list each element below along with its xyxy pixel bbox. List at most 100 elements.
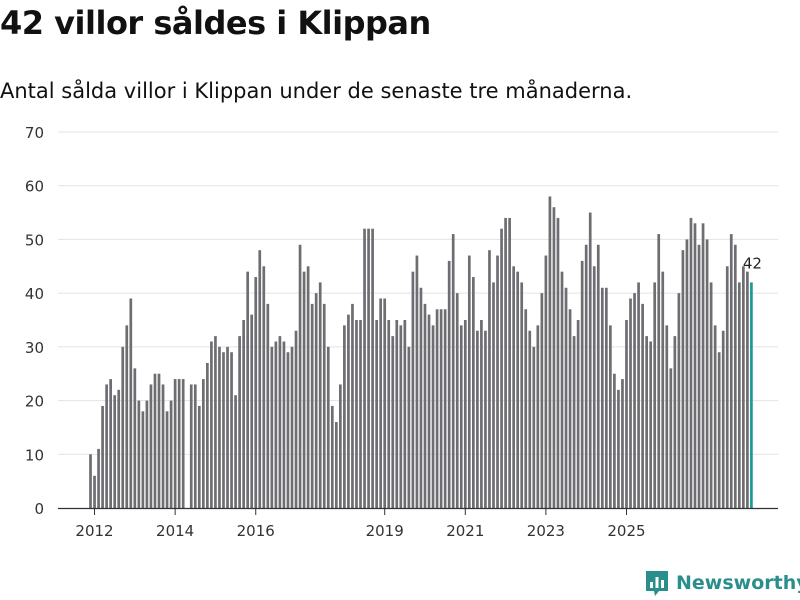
bar [214, 336, 217, 508]
bar [673, 336, 677, 508]
bar [439, 309, 443, 508]
bar [415, 255, 419, 508]
bar [653, 282, 657, 508]
bar [504, 217, 507, 508]
bar [435, 309, 439, 508]
bar [532, 346, 536, 508]
bar [661, 271, 665, 508]
bar [262, 266, 266, 508]
bar [540, 293, 544, 508]
bar [181, 379, 185, 508]
bar [617, 389, 620, 508]
highlight-value-label: 42 [743, 254, 762, 272]
bar [596, 244, 600, 509]
bar [306, 266, 310, 508]
bar [645, 336, 648, 508]
bar [326, 346, 330, 508]
bar [508, 217, 511, 508]
page-title: 42 villor såldes i Klippan [0, 4, 431, 42]
bar [101, 405, 104, 508]
x-tick-label: 2025 [607, 522, 645, 540]
bar [701, 223, 705, 509]
bar [609, 325, 612, 508]
bar [125, 325, 129, 508]
bar [97, 448, 100, 508]
bar [322, 303, 326, 508]
bar [637, 282, 640, 508]
bar [93, 475, 96, 508]
y-tick-label: 70 [25, 124, 44, 142]
bar [713, 325, 717, 508]
bar [746, 271, 749, 508]
bar [314, 293, 318, 508]
bar [274, 341, 278, 508]
bar [681, 250, 685, 508]
bar [270, 346, 274, 508]
bar [633, 293, 636, 508]
bar [302, 271, 306, 508]
bar [665, 325, 669, 508]
bar [399, 325, 403, 508]
bar [250, 314, 254, 508]
bar [423, 303, 427, 508]
bar [568, 309, 572, 508]
bar [157, 373, 161, 508]
bar [576, 320, 580, 508]
bar [580, 260, 584, 508]
bar [238, 336, 241, 508]
bar [411, 271, 415, 508]
y-tick-label: 60 [25, 178, 44, 196]
bar [742, 266, 745, 508]
x-tick-label: 2021 [446, 522, 484, 540]
bar [310, 303, 314, 508]
bar [145, 400, 149, 508]
bar [496, 255, 499, 508]
bar [564, 287, 568, 508]
bar [266, 303, 270, 508]
bar [294, 330, 298, 508]
y-tick-label: 20 [25, 393, 44, 411]
bar [641, 303, 644, 508]
bar [729, 234, 733, 509]
bar [516, 271, 520, 508]
bar [246, 271, 250, 508]
bar [705, 239, 709, 508]
bar [210, 341, 213, 508]
bar [500, 228, 503, 508]
bar [379, 298, 383, 508]
x-tick-label: 2023 [527, 522, 565, 540]
bar [330, 405, 334, 508]
bar [649, 341, 653, 508]
bar [242, 320, 245, 508]
bar [472, 277, 475, 508]
bar [604, 287, 608, 508]
bar [613, 373, 616, 508]
bar [512, 266, 515, 508]
bar [592, 266, 596, 508]
bar [177, 379, 181, 508]
bar [89, 454, 92, 508]
y-tick-label: 40 [25, 285, 44, 303]
bar [528, 330, 532, 508]
bar [403, 320, 407, 508]
bar [193, 384, 197, 508]
bar [201, 379, 205, 508]
bar [282, 341, 286, 508]
bar [367, 228, 370, 508]
bar [105, 384, 108, 508]
bar [153, 373, 157, 508]
bar [343, 325, 346, 508]
bar [290, 346, 294, 508]
y-tick-label: 0 [34, 500, 44, 518]
x-tick-label: 2016 [237, 522, 275, 540]
bar-highlight [750, 282, 753, 508]
bar [334, 422, 338, 508]
brand-name: Newsworthy [676, 572, 800, 594]
bar [165, 411, 169, 508]
bar [278, 336, 282, 508]
y-tick-label: 10 [25, 446, 44, 464]
bar [286, 352, 290, 508]
bar [141, 411, 145, 508]
brand-logo: Newsworthy [644, 569, 800, 597]
bar [476, 330, 479, 508]
